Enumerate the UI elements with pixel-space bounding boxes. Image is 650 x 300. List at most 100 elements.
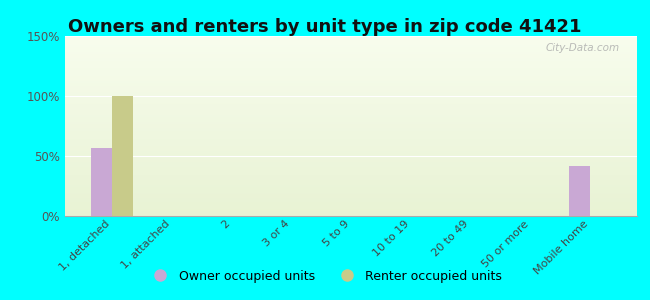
Bar <box>65 83 637 85</box>
Bar <box>65 119 637 121</box>
Bar <box>65 169 637 171</box>
Bar <box>65 104 637 106</box>
Bar <box>65 194 637 196</box>
Bar <box>65 40 637 41</box>
Bar <box>65 182 637 184</box>
Bar <box>65 101 637 103</box>
Bar <box>65 88 637 90</box>
Bar <box>65 94 637 95</box>
Bar <box>65 185 637 187</box>
Bar <box>65 45 637 47</box>
Bar <box>65 211 637 212</box>
Bar <box>65 117 637 119</box>
Bar <box>65 130 637 131</box>
Bar <box>65 212 637 214</box>
Bar <box>65 67 637 68</box>
Bar <box>65 167 637 169</box>
Bar <box>65 203 637 205</box>
Bar <box>112 96 133 216</box>
Legend: Owner occupied units, Renter occupied units: Owner occupied units, Renter occupied un… <box>143 265 507 288</box>
Bar <box>65 144 637 146</box>
Bar <box>65 158 637 160</box>
Bar <box>65 47 637 49</box>
Bar <box>65 68 637 70</box>
Bar <box>65 61 637 63</box>
Bar <box>65 99 637 101</box>
Bar <box>65 191 637 193</box>
Bar <box>65 103 637 104</box>
Bar <box>65 198 637 200</box>
Bar <box>65 43 637 45</box>
Bar <box>65 92 637 94</box>
Bar <box>65 81 637 83</box>
Bar <box>65 56 637 58</box>
Bar <box>65 162 637 164</box>
Text: City-Data.com: City-Data.com <box>546 43 620 53</box>
Bar <box>65 142 637 144</box>
Bar <box>65 58 637 59</box>
Text: Owners and renters by unit type in zip code 41421: Owners and renters by unit type in zip c… <box>68 18 582 36</box>
Bar <box>65 59 637 61</box>
Bar <box>65 54 637 56</box>
Bar <box>65 41 637 43</box>
Bar <box>65 140 637 142</box>
Bar <box>65 113 637 115</box>
Bar <box>65 52 637 54</box>
Bar <box>65 36 637 38</box>
Bar <box>65 200 637 202</box>
Bar <box>65 148 637 149</box>
Bar <box>65 90 637 92</box>
Bar <box>65 149 637 151</box>
Bar <box>65 164 637 166</box>
Bar <box>65 126 637 128</box>
Bar <box>65 173 637 175</box>
Bar <box>65 131 637 133</box>
Bar <box>65 63 637 65</box>
Bar <box>65 76 637 77</box>
Bar <box>65 202 637 203</box>
Bar <box>65 176 637 178</box>
Bar <box>91 148 112 216</box>
Bar <box>65 97 637 99</box>
Bar <box>65 153 637 155</box>
Bar <box>65 79 637 81</box>
Bar <box>65 171 637 173</box>
Bar <box>65 72 637 74</box>
Bar <box>65 196 637 198</box>
Bar <box>65 180 637 182</box>
Bar <box>65 112 637 113</box>
Bar <box>65 139 637 140</box>
Bar <box>65 74 637 76</box>
Bar <box>65 146 637 148</box>
Bar <box>65 160 637 162</box>
Bar <box>65 122 637 124</box>
Bar <box>65 124 637 126</box>
Bar <box>65 110 637 112</box>
Bar <box>65 178 637 180</box>
Bar <box>65 115 637 117</box>
Bar <box>65 214 637 216</box>
Bar <box>65 108 637 110</box>
Bar <box>65 86 637 88</box>
Bar <box>65 184 637 185</box>
Bar <box>65 157 637 158</box>
Bar <box>65 77 637 79</box>
Bar <box>65 189 637 191</box>
Bar <box>65 135 637 137</box>
Bar <box>65 187 637 189</box>
Bar <box>65 121 637 122</box>
Bar <box>65 205 637 207</box>
Bar <box>65 49 637 50</box>
Bar <box>65 95 637 97</box>
Bar <box>65 209 637 211</box>
Bar <box>65 70 637 72</box>
Bar <box>569 166 590 216</box>
Bar <box>65 155 637 157</box>
Bar <box>65 193 637 194</box>
Bar <box>65 166 637 167</box>
Bar <box>65 128 637 130</box>
Bar <box>65 137 637 139</box>
Bar <box>65 151 637 153</box>
Bar <box>65 175 637 176</box>
Bar <box>65 133 637 135</box>
